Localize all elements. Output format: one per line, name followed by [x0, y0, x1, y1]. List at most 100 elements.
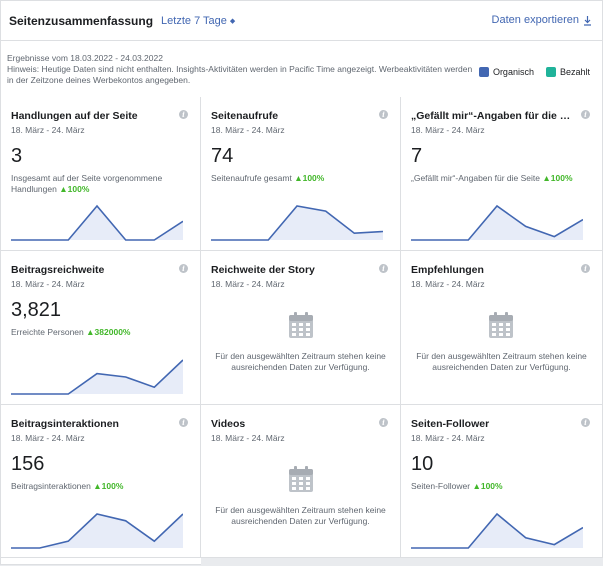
- card-page-likes[interactable]: „Gefällt mir“-Angaben für die Seite 18. …: [401, 97, 602, 251]
- card-change: ▲100%: [472, 481, 503, 491]
- caret-updown-icon: ◆: [229, 17, 236, 25]
- card-page-actions[interactable]: Handlungen auf der Seite 18. März - 24. …: [1, 97, 201, 251]
- legend-organic: Organisch: [478, 67, 534, 77]
- card-description: Seiten-Follower ▲100%: [411, 481, 586, 492]
- card-value: 3,821: [11, 299, 62, 321]
- sparkline: [411, 512, 583, 549]
- card-description: Erreichte Personen ▲382000%: [11, 327, 186, 338]
- card-post-interactions[interactable]: Beitragsinteraktionen 18. März - 24. Mär…: [1, 405, 201, 558]
- info-icon[interactable]: i: [581, 264, 590, 273]
- period-label: Letzte 7 Tage: [161, 14, 227, 27]
- card-title: Beitragsreichweite: [11, 264, 105, 276]
- sparkline-area: [11, 514, 183, 548]
- card-date: 18. März - 24. März: [211, 125, 285, 135]
- calendar-icon: [289, 312, 313, 338]
- sparkline-series-organic: [411, 512, 583, 549]
- card-date: 18. März - 24. März: [211, 433, 285, 443]
- card-date: 18. März - 24. März: [411, 279, 485, 289]
- card-title: Seiten-Follower: [411, 418, 490, 430]
- no-data-message: Für den ausgewählten Zeitraum stehen kei…: [215, 351, 386, 372]
- no-data-message: Für den ausgewählten Zeitraum stehen kei…: [416, 351, 587, 372]
- sparkline-area: [11, 206, 183, 240]
- card-change: ▲382000%: [86, 327, 131, 337]
- info-icon[interactable]: i: [179, 264, 188, 273]
- card-value: 74: [211, 145, 234, 167]
- download-icon: [584, 15, 591, 26]
- card-desc-text: Insgesamt auf der Seite vorgenommene Han…: [11, 173, 163, 194]
- summary-header: Seitenzusammenfassung Letzte 7 Tage ◆ Da…: [1, 1, 602, 41]
- card-title: Reichweite der Story: [211, 264, 315, 276]
- legend-label: Bezahlt: [559, 67, 590, 77]
- card-date: 18. März - 24. März: [411, 125, 485, 135]
- no-data-message: Für den ausgewählten Zeitraum stehen kei…: [215, 505, 386, 526]
- legend-label: Organisch: [492, 67, 534, 77]
- card-value: 156: [11, 453, 45, 475]
- legend-swatch: [478, 67, 489, 77]
- info-icon[interactable]: i: [379, 110, 388, 119]
- card-description: Seitenaufrufe gesamt ▲100%: [211, 173, 386, 184]
- sparkline: [11, 359, 183, 395]
- info-icon[interactable]: i: [379, 264, 388, 273]
- info-icon[interactable]: i: [581, 418, 590, 427]
- period-dropdown[interactable]: Letzte 7 Tage ◆: [161, 15, 235, 27]
- legend-swatch: [545, 67, 556, 77]
- calendar-icon: [489, 312, 513, 338]
- info-icon[interactable]: i: [179, 110, 188, 119]
- card-desc-text: Erreichte Personen: [11, 327, 84, 337]
- card-title: Seitenaufrufe: [211, 110, 279, 122]
- info-icon[interactable]: i: [179, 418, 188, 427]
- card-desc-text: Seitenaufrufe gesamt: [211, 173, 292, 183]
- sparkline-area: [211, 206, 383, 240]
- card-change: ▲100%: [542, 173, 573, 183]
- sparkline-series-organic: [11, 359, 183, 395]
- card-page-followers[interactable]: Seiten-Follower 18. März - 24. März i 10…: [401, 405, 602, 558]
- sparkline-area: [11, 360, 183, 394]
- export-label: Daten exportieren: [491, 14, 579, 26]
- card-page-views[interactable]: Seitenaufrufe 18. März - 24. März i 74 S…: [201, 97, 401, 251]
- sparkline: [11, 204, 183, 241]
- timezone-hint: Hinweis: Heutige Daten sind nicht enthal…: [7, 64, 473, 85]
- card-description: „Gefällt mir“-Angaben für die Seite ▲100…: [411, 173, 586, 184]
- card-videos[interactable]: Videos 18. März - 24. März i Für den aus…: [201, 405, 401, 558]
- card-title: Videos: [211, 418, 246, 430]
- divider: [201, 558, 603, 566]
- legend-paid: Bezahlt: [545, 67, 590, 77]
- metrics-grid: Handlungen auf der Seite 18. März - 24. …: [1, 97, 603, 566]
- card-date: 18. März - 24. März: [11, 279, 85, 289]
- results-info: Ergebnisse vom 18.03.2022 - 24.03.2022 H…: [7, 53, 477, 86]
- sparkline-area: [411, 514, 583, 548]
- sparkline-series-organic: [11, 204, 183, 241]
- info-icon[interactable]: i: [379, 418, 388, 427]
- legend: Organisch Bezahlt: [478, 67, 590, 77]
- card-story-reach[interactable]: Reichweite der Story 18. März - 24. März…: [201, 251, 401, 405]
- card-recommendations[interactable]: Empfehlungen 18. März - 24. März i Für d…: [401, 251, 602, 405]
- info-icon[interactable]: i: [581, 110, 590, 119]
- calendar-icon: [289, 466, 313, 492]
- card-description: Insgesamt auf der Seite vorgenommene Han…: [11, 173, 186, 195]
- sparkline-series-organic: [211, 205, 383, 241]
- card-desc-text: „Gefällt mir“-Angaben für die Seite: [411, 173, 540, 183]
- card-change: ▲100%: [59, 184, 90, 194]
- card-date: 18. März - 24. März: [11, 125, 85, 135]
- sparkline: [411, 204, 583, 241]
- sparkline-series-organic: [411, 204, 583, 241]
- card-post-reach[interactable]: Beitragsreichweite 18. März - 24. März i…: [1, 251, 201, 405]
- results-date-range: Ergebnisse vom 18.03.2022 - 24.03.2022: [7, 53, 163, 63]
- card-value: 7: [411, 145, 423, 167]
- card-title: Empfehlungen: [411, 264, 484, 276]
- card-desc-text: Beitragsinteraktionen: [11, 481, 91, 491]
- sparkline: [11, 513, 183, 549]
- card-title: Handlungen auf der Seite: [11, 110, 138, 122]
- page-title: Seitenzusammenfassung: [9, 13, 154, 28]
- card-title: Beitragsinteraktionen: [11, 418, 119, 430]
- sparkline-series-organic: [11, 513, 183, 549]
- card-description: Beitragsinteraktionen ▲100%: [11, 481, 186, 492]
- card-title: „Gefällt mir“-Angaben für die Seite: [411, 110, 576, 122]
- sparkline: [211, 205, 383, 241]
- card-date: 18. März - 24. März: [411, 433, 485, 443]
- card-change: ▲100%: [93, 481, 124, 491]
- card-date: 18. März - 24. März: [11, 433, 85, 443]
- export-data-link[interactable]: Daten exportieren: [492, 14, 592, 26]
- card-change: ▲100%: [294, 173, 325, 183]
